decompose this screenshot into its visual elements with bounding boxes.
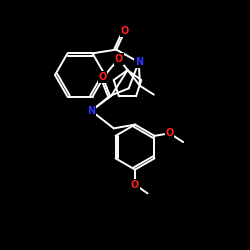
Text: O: O bbox=[165, 128, 173, 138]
Text: O: O bbox=[121, 26, 129, 36]
Text: N: N bbox=[135, 57, 143, 67]
Text: O: O bbox=[114, 54, 123, 64]
Text: O: O bbox=[98, 72, 107, 82]
Text: O: O bbox=[131, 180, 139, 190]
Text: N: N bbox=[87, 106, 95, 116]
